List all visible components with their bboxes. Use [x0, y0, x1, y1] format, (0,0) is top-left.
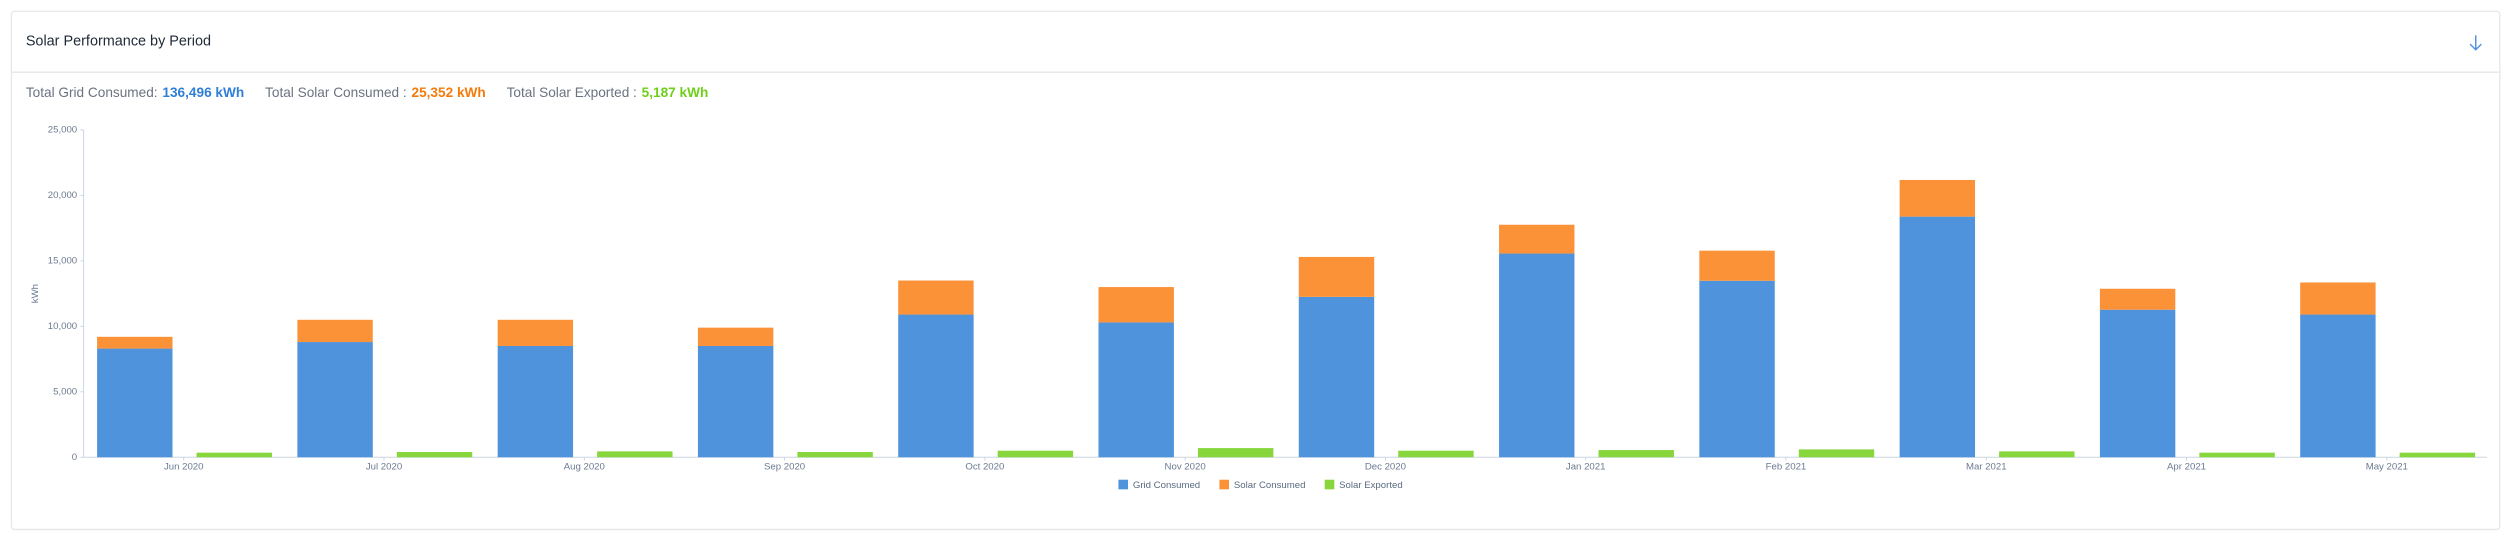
- y-tick-label: 10,000: [48, 321, 77, 332]
- x-tick-label: Jun 2020: [164, 461, 204, 472]
- bar: [1899, 179, 1976, 217]
- y-tick-label: 20,000: [48, 190, 77, 201]
- x-tick-label: Oct 2020: [965, 461, 1004, 472]
- summary-value: 5,187 kWh: [642, 85, 709, 100]
- legend-swatch: [1324, 479, 1335, 490]
- bar: [97, 348, 173, 458]
- card: [10, 10, 2501, 531]
- x-tick-label: May 2021: [2366, 461, 2408, 472]
- legend-label: Solar Consumed: [1234, 480, 1306, 491]
- bar: [597, 451, 673, 458]
- summary-item: Total Solar Consumed : 25,352 kWh: [265, 85, 486, 100]
- bar: [1197, 448, 1274, 458]
- download-button[interactable]: [2469, 35, 2482, 51]
- bar: [797, 452, 873, 458]
- bar: [1398, 450, 1474, 458]
- x-tick-label: Jan 2021: [1566, 461, 1606, 472]
- bar: [898, 280, 974, 315]
- bar: [2300, 282, 2376, 315]
- legend-label: Grid Consumed: [1133, 480, 1200, 491]
- bar: [2199, 452, 2275, 458]
- x-tick-label: Aug 2020: [564, 461, 605, 472]
- bar: [1499, 253, 1575, 458]
- bar: [1098, 287, 1174, 323]
- bar: [1298, 256, 1375, 297]
- bar: [898, 314, 974, 458]
- x-tick-label: Feb 2021: [1766, 461, 1807, 472]
- bar: [1298, 296, 1375, 458]
- bar: [1098, 322, 1174, 458]
- summary-label: Total Solar Consumed :: [265, 85, 407, 100]
- bar: [1798, 449, 1875, 458]
- x-tick-label: Nov 2020: [1165, 461, 1206, 472]
- bar: [2099, 309, 2176, 458]
- legend-swatch: [1219, 479, 1230, 490]
- summary-value: 136,496 kWh: [162, 85, 244, 100]
- bar: [97, 336, 173, 349]
- bar: [1899, 216, 1976, 458]
- legend-label: Solar Exported: [1339, 480, 1403, 491]
- bar: [2300, 314, 2376, 458]
- summary-item: Total Grid Consumed: 136,496 kWh: [26, 85, 244, 100]
- bar: [196, 452, 272, 458]
- bar: [1699, 250, 1775, 281]
- bar: [1999, 451, 2075, 458]
- x-tick-label: Mar 2021: [1966, 461, 2007, 472]
- bar: [497, 345, 574, 458]
- y-tick-label: 0: [72, 452, 77, 463]
- card-title: Solar Performance by Period: [26, 34, 211, 50]
- bar: [697, 327, 774, 346]
- bar: [1598, 450, 1674, 458]
- legend-swatch: [1118, 479, 1129, 490]
- x-tick-label: Dec 2020: [1365, 461, 1406, 472]
- summary-item: Total Solar Exported : 5,187 kWh: [507, 85, 709, 100]
- y-axis-label: kWh: [30, 284, 41, 303]
- x-tick-label: Sep 2020: [764, 461, 805, 472]
- bar: [2399, 452, 2476, 458]
- bar: [297, 342, 373, 458]
- x-tick-label: Jul 2020: [366, 461, 402, 472]
- summary-label: Total Grid Consumed:: [26, 85, 158, 100]
- bar: [1499, 224, 1575, 254]
- bar: [297, 319, 373, 343]
- bar: [697, 345, 774, 458]
- bar: [2099, 288, 2176, 310]
- bar: [497, 319, 574, 346]
- y-tick-label: 15,000: [48, 255, 77, 266]
- summary-value: 25,352 kWh: [412, 85, 486, 100]
- x-tick-label: Apr 2021: [2167, 461, 2206, 472]
- bar: [1699, 280, 1775, 458]
- bar: [396, 452, 473, 458]
- y-tick-label: 5,000: [53, 386, 77, 397]
- bar: [997, 450, 1074, 458]
- y-tick-label: 25,000: [48, 125, 77, 136]
- summary-label: Total Solar Exported :: [507, 85, 637, 100]
